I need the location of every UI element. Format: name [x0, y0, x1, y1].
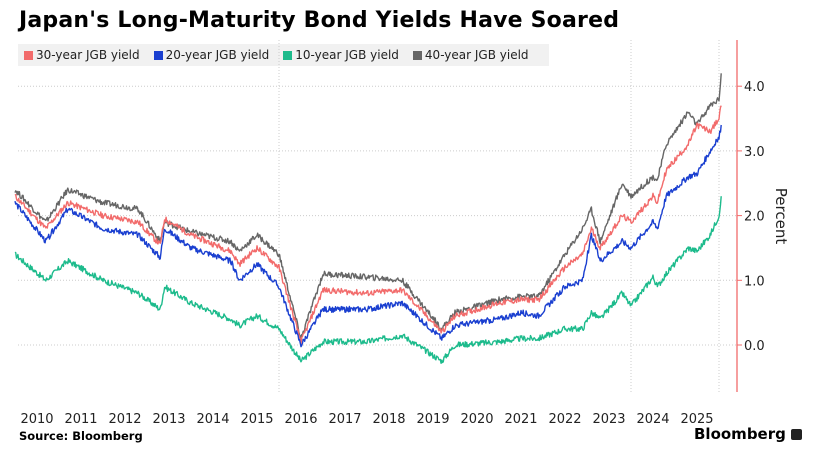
x-tick-label: 2022: [548, 412, 581, 427]
legend-label: 30-year JGB yield: [36, 48, 140, 62]
x-tick-label: 2016: [284, 412, 317, 427]
x-tick-label: 2010: [20, 412, 53, 427]
series-line-20-year: [14, 124, 722, 348]
legend-item: 20-year JGB yield: [153, 48, 270, 62]
x-tick-label: 2014: [196, 412, 229, 427]
x-tick-label: 2024: [636, 412, 669, 427]
y-tick-label: 1.0: [744, 274, 765, 289]
x-tick-label: 2018: [372, 412, 405, 427]
bloomberg-terminal-icon: [790, 428, 802, 440]
legend-item: 30-year JGB yield: [24, 48, 140, 62]
x-tick-label: 2015: [240, 412, 273, 427]
legend-item: 10-year JGB yield: [283, 48, 399, 62]
x-tick-label: 2013: [152, 412, 185, 427]
series-line-30-year: [14, 105, 722, 346]
legend-swatch: [24, 50, 33, 60]
x-tick-label: 2023: [592, 412, 625, 427]
legend-swatch: [412, 50, 422, 60]
y-axis-label: Percent: [772, 188, 790, 245]
series-line-10-year: [14, 196, 722, 364]
y-tick-label: 2.0: [744, 210, 765, 225]
x-tick-label: 2020: [460, 412, 493, 427]
source-note: Source: Bloomberg: [19, 429, 143, 443]
legend-label: 20-year JGB yield: [165, 48, 270, 62]
x-tick-label: 2021: [504, 412, 537, 427]
legend-swatch: [153, 50, 163, 60]
bloomberg-logo: Bloomberg: [694, 425, 802, 443]
legend-label: 40-year JGB yield: [424, 48, 529, 62]
y-tick-label: 4.0: [744, 80, 765, 95]
legend-label: 10-year JGB yield: [295, 48, 399, 62]
x-tick-label: 2011: [64, 412, 97, 427]
x-tick-label: 2017: [328, 412, 361, 427]
chart-title: Japan's Long-Maturity Bond Yields Have S…: [19, 8, 620, 33]
legend-item: 40-year JGB yield: [412, 48, 529, 62]
x-tick-label: 2012: [108, 412, 141, 427]
x-tick-label: 2025: [680, 412, 713, 427]
legend: 30-year JGB yield 20-year JGB yield 10-yea…: [18, 44, 549, 66]
legend-swatch: [283, 50, 293, 60]
series-line-40-year: [14, 73, 722, 339]
y-tick-label: 3.0: [744, 145, 765, 160]
y-tick-label: 0.0: [744, 339, 765, 354]
brand-text: Bloomberg: [694, 425, 786, 443]
x-tick-label: 2019: [416, 412, 449, 427]
